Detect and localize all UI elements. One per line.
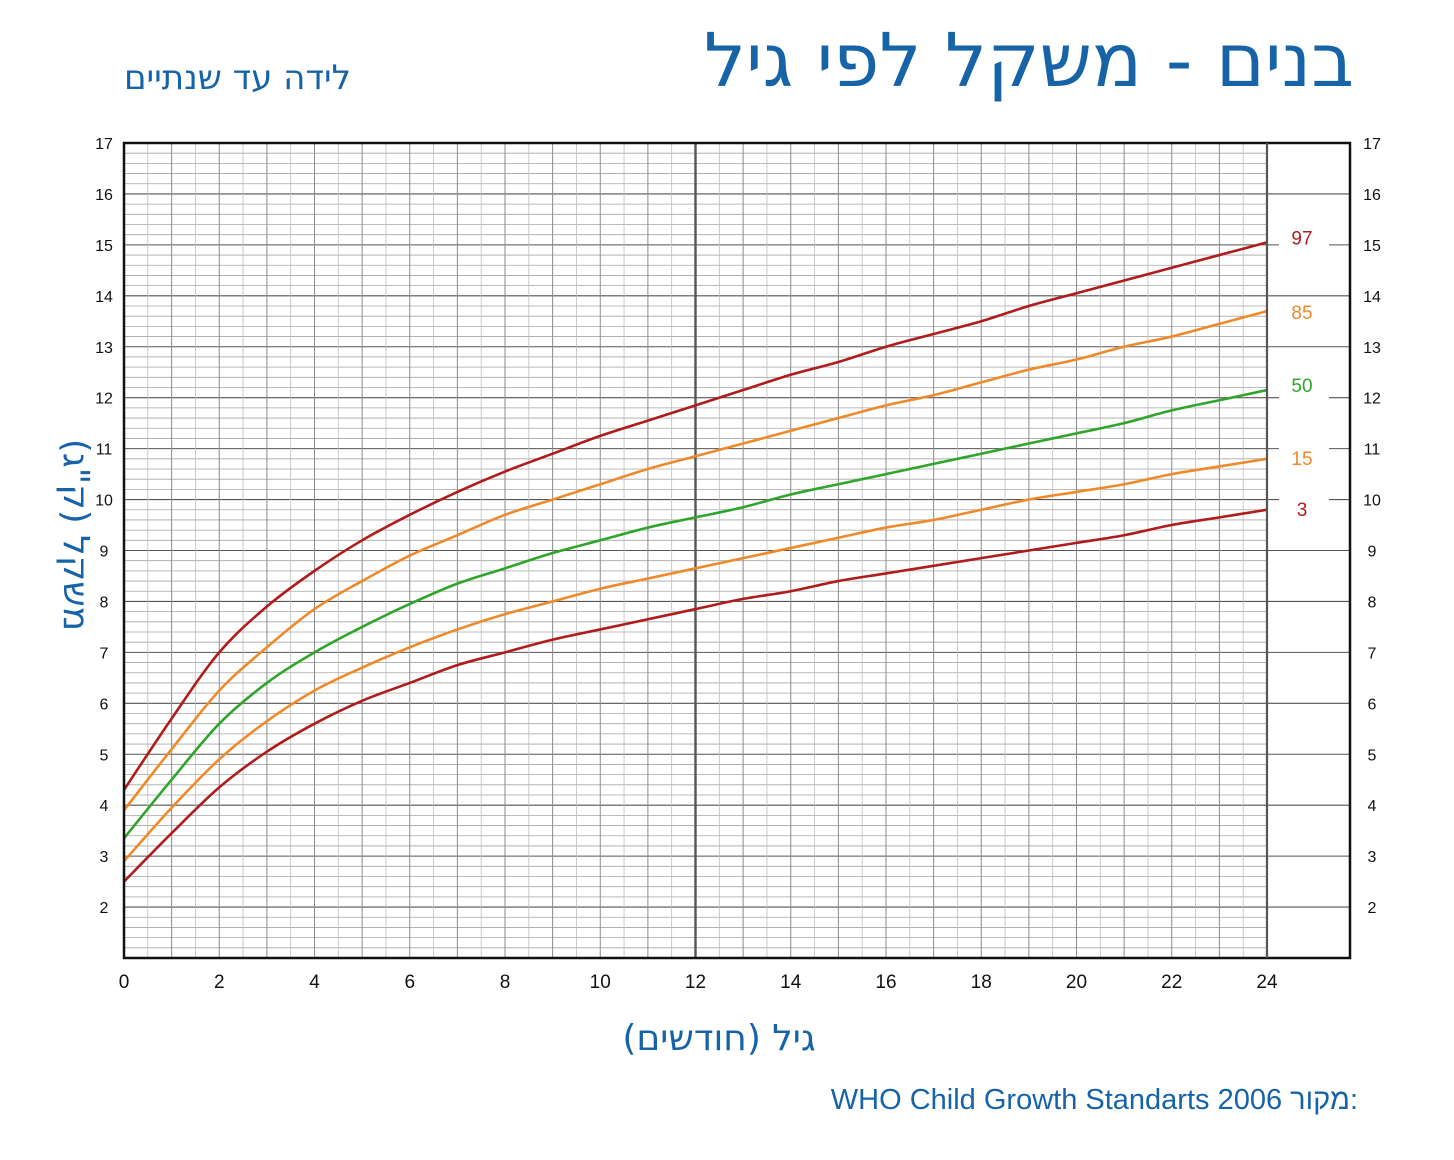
x-tick-label: 10 [590, 972, 611, 993]
y-tick-label-right: 16 [1363, 187, 1381, 204]
y-tick-label-left: 5 [100, 747, 109, 764]
y-tick-label-left: 9 [100, 544, 109, 561]
y-tick-label-right: 6 [1368, 696, 1377, 713]
x-tick-label: 0 [119, 972, 130, 993]
y-tick-label-right: 9 [1368, 544, 1377, 561]
series-label-bg [1279, 374, 1329, 401]
series-labels: 97 85 50 15 3 [1279, 226, 1329, 524]
series-label-p50: 50 [1291, 376, 1312, 397]
y-tick-label-left: 3 [100, 849, 109, 866]
series-line-p50 [122, 388, 1268, 840]
chart-subtitle: לידה עד שנתיים [124, 58, 351, 98]
series-label-bg [1279, 301, 1329, 328]
percentile-curves [122, 241, 1268, 883]
y-tick-label-left: 6 [100, 696, 109, 713]
x-tick-label: 16 [875, 972, 896, 993]
series-line-p3 [123, 508, 1268, 883]
x-tick-label: 18 [971, 972, 992, 993]
series-label-p15: 15 [1291, 449, 1312, 470]
y-tick-label-left: 15 [95, 238, 113, 255]
y-tick-label-left: 7 [100, 645, 109, 662]
y-tick-label-left: 12 [95, 391, 113, 408]
x-axis-label: גיל (חודשים) [622, 1018, 815, 1059]
source-note: WHO Child Growth Standarts 2006 מקור: [831, 1084, 1358, 1117]
chart-title: בנים - משקל לפי גיל [703, 18, 1354, 104]
x-tick-label: 24 [1256, 972, 1278, 993]
x-tick-label: 6 [404, 972, 415, 993]
y-tick-label-right: 10 [1363, 493, 1381, 510]
x-tick-label: 12 [685, 972, 706, 993]
y-tick-label-left: 14 [95, 289, 113, 306]
y-tick-label-left: 13 [95, 340, 113, 357]
y-tick-label-right: 11 [1364, 442, 1381, 459]
series-label-bg [1279, 226, 1329, 253]
y-tick-label-right: 17 [1363, 136, 1381, 153]
x-tick-label: 14 [780, 972, 802, 993]
y-tick-label-left: 8 [100, 594, 109, 611]
y-tick-label-right: 2 [1368, 900, 1377, 917]
series-line-p15 [123, 457, 1268, 863]
y-tick-label-right: 3 [1368, 849, 1377, 866]
plot-frame [122, 141, 1352, 960]
y-tick-label-right: 4 [1368, 798, 1377, 815]
y-tick-label-right: 15 [1363, 238, 1381, 255]
y-tick-label-right: 13 [1363, 340, 1381, 357]
y-tick-label-right: 14 [1363, 289, 1381, 306]
y-tick-label-right: 8 [1368, 594, 1377, 611]
x-tick-label: 4 [309, 972, 320, 993]
y-tick-label-right: 5 [1368, 747, 1377, 764]
source-text: WHO Child Growth Standarts 2006 [830, 1084, 1283, 1116]
y-tick-label-left: 10 [95, 493, 113, 510]
y-tick-label-right: 12 [1363, 391, 1381, 408]
x-tick-label: 2 [214, 972, 225, 993]
y-axis-label: משקל (ק"ג) [55, 439, 96, 631]
series-label-bg [1279, 497, 1329, 524]
series-label-p85: 85 [1291, 303, 1312, 324]
series-label-p3: 3 [1297, 500, 1308, 521]
plot-border [122, 141, 1352, 960]
x-tick-label: 22 [1161, 972, 1182, 993]
y-tick-label-left: 4 [100, 798, 109, 815]
y-tick-label-left: 11 [96, 442, 113, 459]
series-label-p97: 97 [1291, 228, 1312, 249]
source-label: מקור: [1290, 1084, 1358, 1116]
y-tick-label-left: 16 [95, 187, 113, 204]
series-label-bg [1279, 446, 1329, 473]
series-line-p85 [122, 309, 1268, 812]
x-tick-label: 8 [500, 972, 511, 993]
y-tick-label-right: 7 [1368, 645, 1377, 662]
x-tick-label: 20 [1066, 972, 1087, 993]
grid [123, 142, 1350, 959]
y-tick-label-left: 17 [95, 136, 113, 153]
series-line-p97 [122, 241, 1268, 791]
y-tick-label-left: 2 [100, 900, 109, 917]
